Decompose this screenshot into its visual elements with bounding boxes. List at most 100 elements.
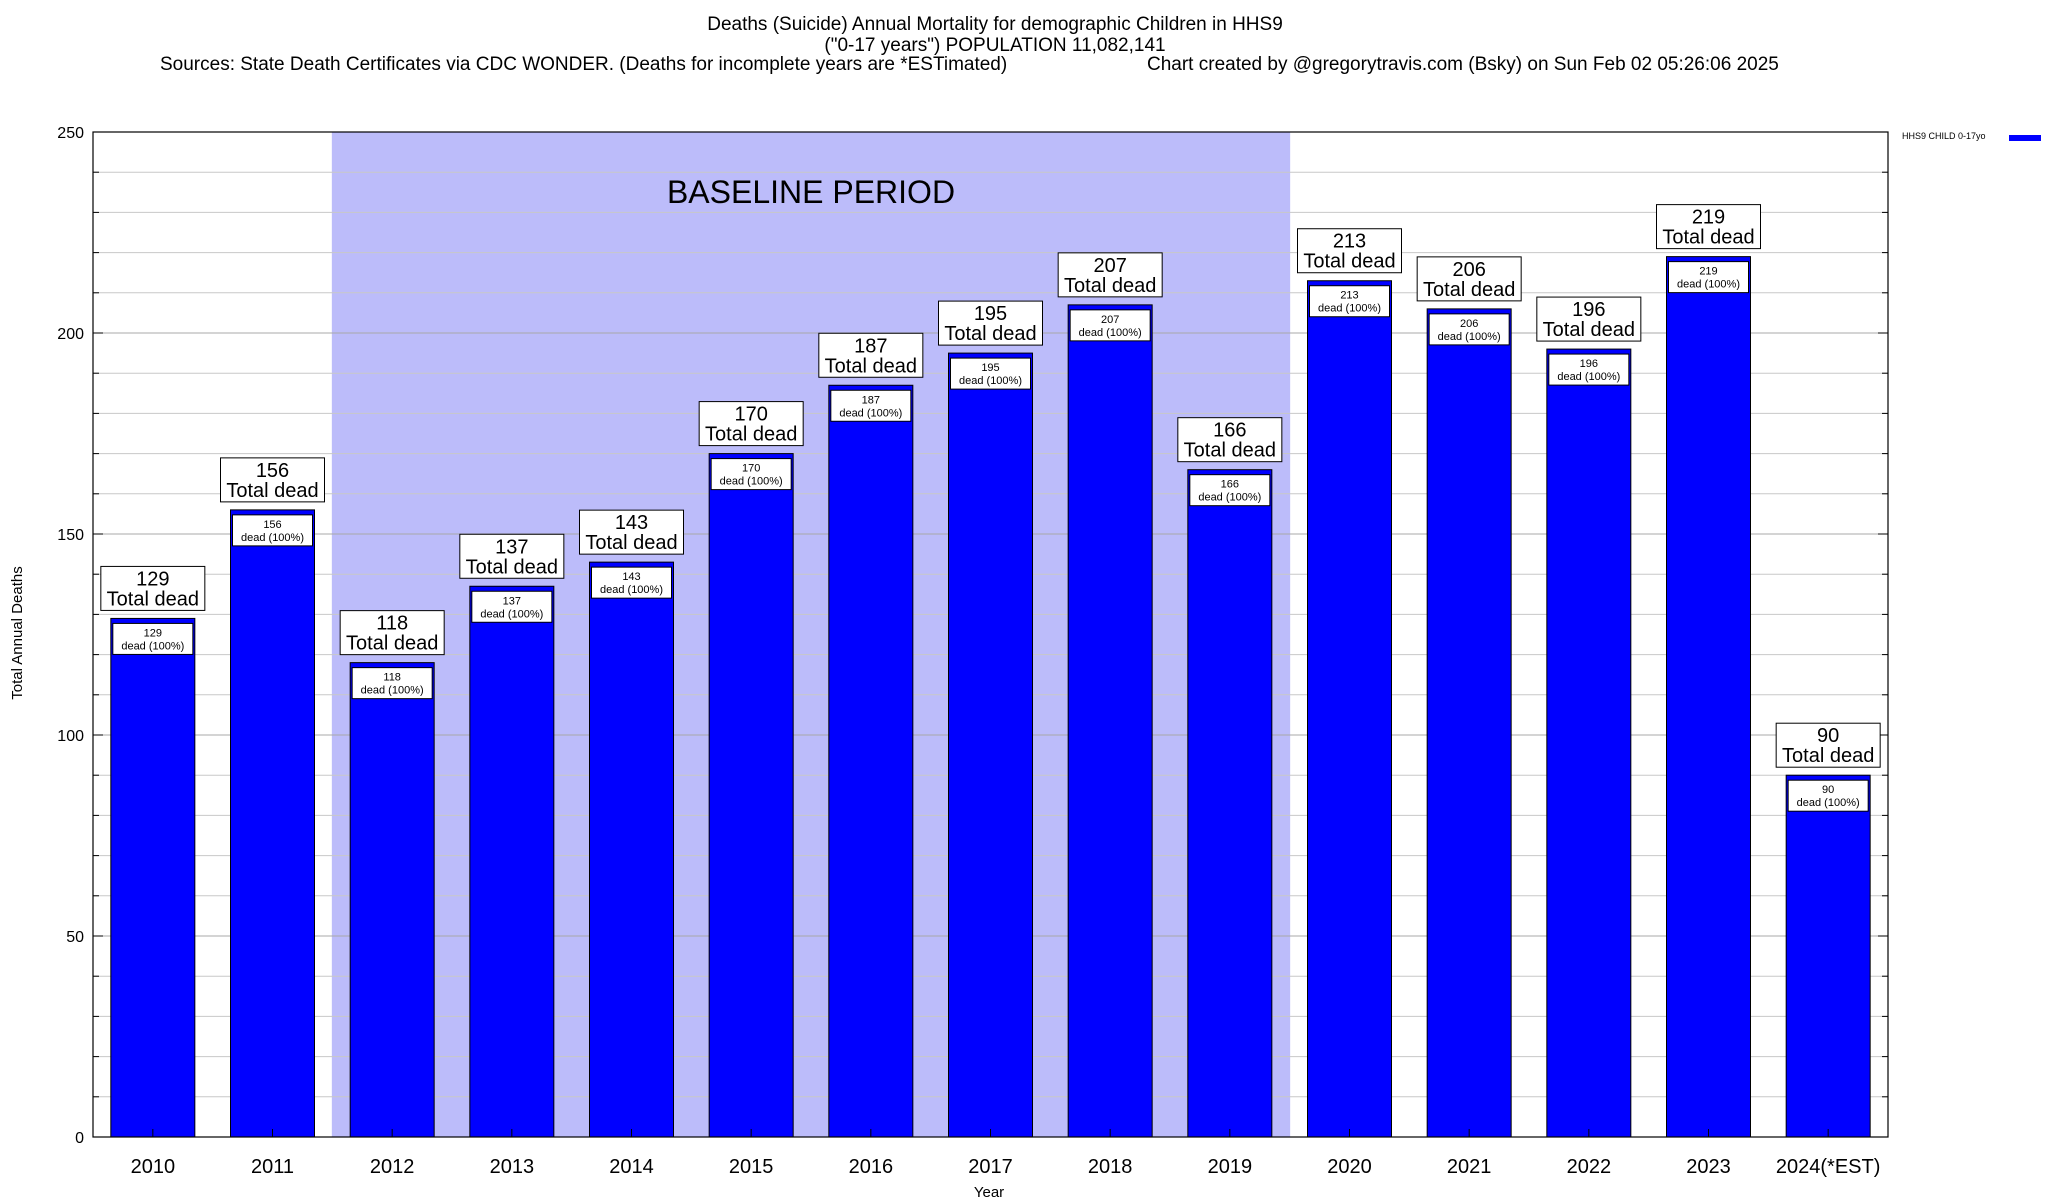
y-tick-label: 100 (57, 728, 84, 745)
bar-2020 (1307, 280, 1392, 1138)
bar-total-text-label: Total dead (1184, 440, 1276, 462)
bar-inner-label-box (1069, 309, 1151, 342)
bar-total-value-label: 196 (1572, 299, 1605, 321)
y-tick-label: 0 (75, 1130, 84, 1147)
y-tick-label: 50 (66, 929, 84, 946)
y-tick-label: 150 (57, 527, 84, 544)
x-tick-label: 2022 (1567, 1156, 1612, 1178)
bar-2010 (110, 617, 196, 1138)
y-axis-label: Total Annual Deaths (9, 566, 26, 699)
bar-inner-label-box (1668, 261, 1749, 294)
bar-total-text-label: Total dead (1303, 251, 1395, 273)
x-tick-label: 2023 (1686, 1156, 1731, 1178)
bar-total-label-box (1057, 252, 1163, 298)
bar-total-label-box (818, 332, 924, 378)
bar-inner-percent-label: dead (100%) (1557, 371, 1620, 383)
bar-total-text-label: Total dead (825, 355, 917, 377)
bar-inner-value-label: 196 (1580, 358, 1598, 370)
bar-total-text-label: Total dead (944, 323, 1036, 345)
x-tick-label: 2010 (131, 1156, 176, 1178)
bar-inner-percent-label: dead (100%) (839, 407, 902, 419)
bar-total-value-label: 219 (1692, 207, 1725, 229)
legend-swatch (2009, 135, 2041, 141)
bar-inner-label-box (710, 458, 792, 491)
bar-total-value-label: 90 (1817, 725, 1839, 747)
bar-inner-label-box (232, 514, 313, 547)
bar-2023 (1666, 256, 1751, 1138)
bar-total-value-label: 129 (136, 568, 169, 590)
bar-inner-percent-label: dead (100%) (1797, 797, 1860, 809)
bar-inner-label-box (1428, 313, 1510, 346)
y-tick-label: 200 (57, 326, 84, 343)
x-tick-label: 2012 (370, 1156, 415, 1178)
bar-inner-value-label: 170 (742, 463, 760, 475)
bar-inner-percent-label: dead (100%) (121, 640, 184, 652)
bar-inner-value-label: 118 (383, 672, 401, 684)
chart-title-line-2: ("0-17 years") POPULATION 11,082,141 (824, 35, 1166, 56)
x-tick-label: 2015 (729, 1156, 774, 1178)
bar-inner-label-box (591, 566, 672, 599)
chart-sources: Sources: State Death Certificates via CD… (160, 54, 1008, 75)
bar-2013 (469, 585, 555, 1138)
bar-2014 (589, 561, 674, 1138)
bar-inner-percent-label: dead (100%) (480, 608, 543, 620)
bar-total-text-label: Total dead (1662, 227, 1754, 249)
bar-total-text-label: Total dead (1064, 275, 1156, 297)
x-tick-label: 2013 (490, 1156, 535, 1178)
bar-inner-label-box (950, 357, 1031, 390)
bar-inner-label-box (1548, 353, 1630, 386)
bar-inner-label-box (830, 389, 912, 422)
bar-total-value-label: 206 (1452, 259, 1485, 281)
x-tick-label: 2014 (609, 1156, 654, 1178)
bar-total-label-box (100, 565, 206, 611)
bar-inner-percent-label: dead (100%) (1677, 279, 1740, 291)
bar-2017 (948, 352, 1033, 1138)
legend-label: HHS9 CHILD 0-17yo (1902, 131, 1986, 141)
bar-inner-percent-label: dead (100%) (241, 532, 304, 544)
x-tick-label: 2016 (849, 1156, 894, 1178)
bar-inner-value-label: 166 (1221, 479, 1239, 491)
bar-inner-value-label: 219 (1699, 266, 1717, 278)
bar-inner-value-label: 129 (144, 627, 162, 639)
bar-total-value-label: 195 (974, 303, 1007, 325)
bar-total-text-label: Total dead (466, 556, 558, 578)
bar-total-text-label: Total dead (226, 480, 318, 502)
bar-total-value-label: 118 (376, 613, 408, 635)
x-tick-label: 2017 (968, 1156, 1013, 1178)
bar-inner-value-label: 143 (622, 571, 640, 583)
bar-inner-percent-label: dead (100%) (720, 476, 783, 488)
bar-inner-value-label: 137 (503, 595, 521, 607)
chart-credit: Chart created by @gregorytravis.com (Bsk… (1147, 54, 1779, 75)
bar-inner-percent-label: dead (100%) (1438, 331, 1501, 343)
bar-2015 (708, 453, 794, 1138)
bar-total-text-label: Total dead (1423, 279, 1515, 301)
bar-total-label-box (579, 509, 684, 555)
bar-total-label-box (1297, 228, 1402, 274)
bar-total-text-label: Total dead (346, 633, 438, 655)
bar-inner-value-label: 207 (1101, 314, 1119, 326)
bar-total-label-box (220, 457, 325, 503)
y-tick-label: 250 (57, 125, 84, 142)
bar-inner-label-box (351, 667, 433, 700)
x-tick-label: 2020 (1327, 1156, 1372, 1178)
bar-inner-percent-label: dead (100%) (1198, 492, 1261, 504)
x-tick-label: 2024(*EST) (1776, 1156, 1881, 1178)
bar-total-label-box (698, 401, 804, 447)
x-tick-label: 2011 (251, 1156, 294, 1178)
bar-inner-label-box (1189, 474, 1271, 507)
bar-2024(*EST) (1785, 774, 1871, 1138)
x-tick-label: 2021 (1447, 1156, 1492, 1178)
bar-total-value-label: 156 (256, 460, 289, 482)
bar-total-text-label: Total dead (107, 588, 199, 610)
bar-2019 (1187, 469, 1273, 1138)
bar-total-value-label: 213 (1333, 231, 1366, 253)
bar-2012 (349, 662, 435, 1138)
bar-inner-value-label: 187 (862, 394, 880, 406)
bar-inner-value-label: 213 (1340, 290, 1358, 302)
bar-total-label-box (339, 610, 445, 656)
bar-total-label-box (459, 533, 565, 579)
bar-inner-label-box (1787, 779, 1869, 812)
bar-total-text-label: Total dead (1543, 319, 1635, 341)
x-tick-label: 2018 (1088, 1156, 1133, 1178)
